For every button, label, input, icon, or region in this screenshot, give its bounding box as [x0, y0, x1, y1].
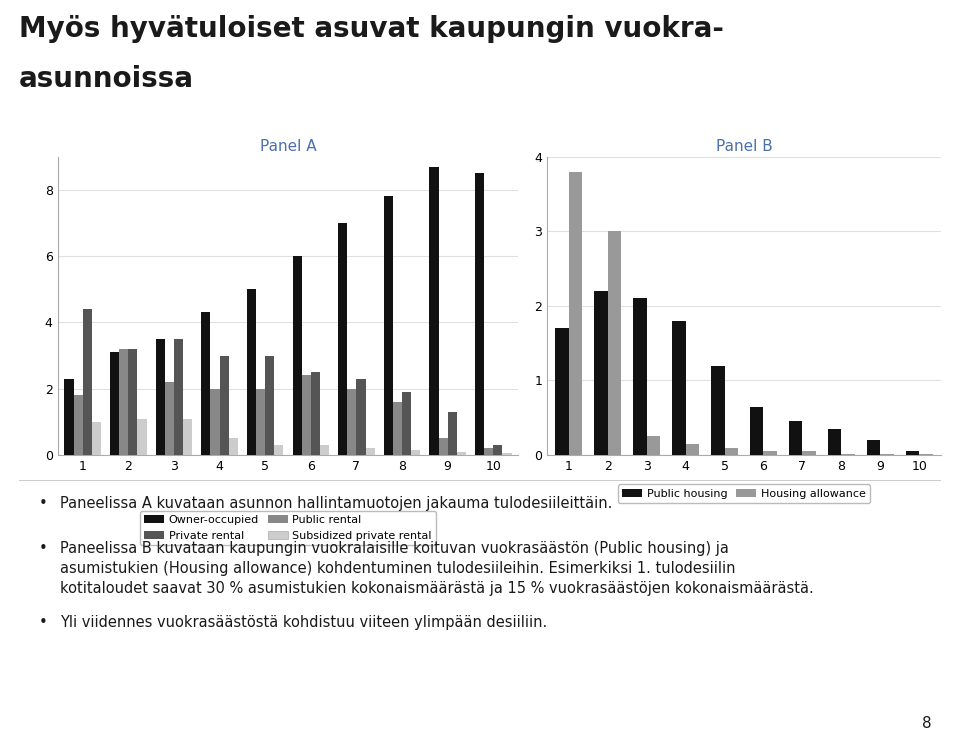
- Bar: [174, 339, 183, 455]
- Bar: [320, 445, 329, 455]
- Bar: [202, 313, 210, 455]
- Bar: [256, 389, 265, 455]
- Bar: [129, 349, 137, 455]
- Bar: [647, 436, 660, 455]
- Text: Yli viidennes vuokrasäästöstä kohdistuu viiteen ylimpään desiiliin.: Yli viidennes vuokrasäästöstä kohdistuu …: [60, 615, 547, 630]
- Bar: [92, 422, 101, 455]
- Bar: [247, 289, 256, 455]
- Text: •: •: [38, 541, 47, 556]
- Title: Panel A: Panel A: [260, 139, 316, 154]
- Bar: [685, 444, 699, 455]
- Bar: [633, 298, 647, 455]
- Bar: [789, 421, 803, 455]
- Bar: [356, 379, 366, 455]
- Text: 8: 8: [922, 716, 931, 731]
- Bar: [439, 439, 447, 455]
- Legend: Public housing, Housing allowance: Public housing, Housing allowance: [618, 484, 870, 504]
- Bar: [265, 356, 275, 455]
- Bar: [905, 451, 920, 455]
- Bar: [867, 440, 880, 455]
- Bar: [156, 339, 165, 455]
- Text: asunnoissa: asunnoissa: [19, 65, 194, 93]
- Bar: [475, 173, 484, 455]
- Bar: [393, 402, 402, 455]
- Bar: [568, 172, 583, 455]
- Bar: [348, 389, 356, 455]
- Bar: [725, 448, 738, 455]
- Text: Paneelissa A kuvataan asunnon hallintamuotojen jakauma tulodesiileittäin.: Paneelissa A kuvataan asunnon hallintamu…: [60, 496, 612, 511]
- Text: asumistukien (Housing allowance) kohdentuminen tulodesiileihin. Esimerkiksi 1. t: asumistukien (Housing allowance) kohdent…: [60, 561, 735, 576]
- Bar: [275, 445, 283, 455]
- Bar: [384, 196, 393, 455]
- Text: kotitaloudet saavat 30 % asumistukien kokonaismäärästä ja 15 % vuokrasäästöjen k: kotitaloudet saavat 30 % asumistukien ko…: [60, 581, 813, 596]
- Bar: [311, 372, 320, 455]
- Bar: [228, 439, 238, 455]
- Bar: [210, 389, 220, 455]
- Bar: [402, 392, 411, 455]
- Bar: [672, 321, 685, 455]
- Bar: [301, 375, 311, 455]
- Bar: [555, 328, 568, 455]
- Text: •: •: [38, 615, 47, 630]
- Bar: [411, 450, 420, 455]
- Bar: [457, 452, 466, 455]
- Legend: Owner-occupied, Private rental, Public rental, Subsidized private rental: Owner-occupied, Private rental, Public r…: [140, 510, 436, 545]
- Bar: [110, 352, 119, 455]
- Bar: [493, 445, 502, 455]
- Bar: [74, 395, 83, 455]
- Bar: [594, 291, 608, 455]
- Bar: [502, 454, 512, 455]
- Bar: [710, 366, 725, 455]
- Bar: [429, 166, 439, 455]
- Text: Paneelissa B kuvataan kaupungin vuokralaisille koituvan vuokrasäästön (Public ho: Paneelissa B kuvataan kaupungin vuokrala…: [60, 541, 729, 556]
- Bar: [165, 382, 174, 455]
- Bar: [338, 223, 348, 455]
- Bar: [750, 407, 763, 455]
- Text: Myös hyvätuloiset asuvat kaupungin vuokra-: Myös hyvätuloiset asuvat kaupungin vuokr…: [19, 15, 724, 43]
- Bar: [220, 356, 228, 455]
- Text: •: •: [38, 496, 47, 511]
- Bar: [64, 379, 74, 455]
- Bar: [920, 454, 933, 455]
- Bar: [137, 419, 147, 455]
- Bar: [183, 419, 192, 455]
- Bar: [447, 412, 457, 455]
- Bar: [841, 454, 855, 455]
- Bar: [83, 309, 92, 455]
- Bar: [484, 448, 493, 455]
- Bar: [293, 256, 301, 455]
- Bar: [119, 349, 129, 455]
- Bar: [763, 451, 778, 455]
- Bar: [828, 429, 841, 455]
- Title: Panel B: Panel B: [715, 139, 773, 154]
- Bar: [880, 454, 894, 455]
- Bar: [608, 231, 621, 455]
- Bar: [366, 448, 374, 455]
- Bar: [803, 451, 816, 455]
